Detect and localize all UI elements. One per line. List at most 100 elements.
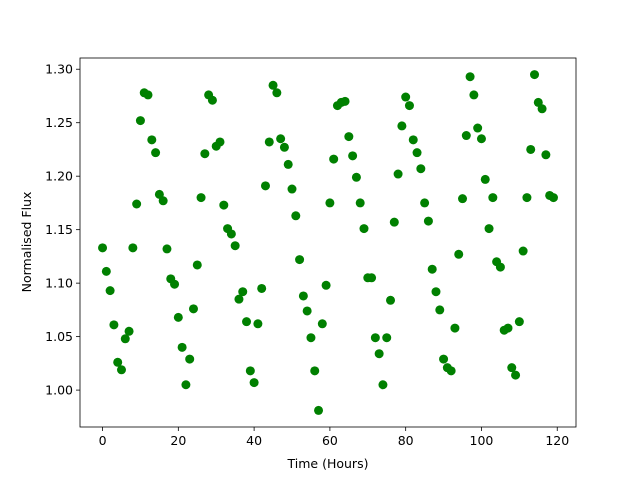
point [404, 101, 414, 111]
point [98, 243, 108, 253]
point [302, 306, 312, 316]
point [450, 323, 460, 333]
point [374, 349, 384, 359]
point [446, 366, 456, 376]
point [298, 291, 308, 301]
x-tick-label: 60 [322, 433, 338, 448]
point [386, 295, 396, 305]
point [416, 164, 426, 174]
point [230, 241, 240, 251]
point [188, 304, 198, 314]
point [522, 193, 532, 203]
point [351, 172, 361, 182]
point [427, 264, 437, 274]
y-tick-label: 1.25 [45, 115, 73, 130]
point [317, 319, 327, 329]
point [473, 123, 483, 133]
point [367, 273, 377, 283]
x-tick-label: 100 [470, 433, 494, 448]
point [177, 342, 187, 352]
y-tick-label: 1.10 [45, 276, 73, 291]
point [541, 150, 551, 160]
point [279, 142, 289, 152]
point [461, 131, 471, 141]
point [192, 260, 202, 270]
point [359, 224, 369, 234]
point [537, 104, 547, 114]
point [185, 354, 195, 364]
point [226, 229, 236, 239]
point [253, 319, 263, 329]
plot-frame [79, 57, 577, 428]
point [242, 317, 252, 327]
point [401, 92, 411, 102]
point [507, 363, 517, 373]
point [503, 323, 513, 333]
point [124, 326, 134, 336]
point [264, 137, 274, 147]
point [378, 380, 388, 390]
point [113, 357, 123, 367]
point [173, 312, 183, 322]
x-tick-label: 0 [99, 433, 107, 448]
point [370, 333, 380, 343]
point [105, 286, 115, 296]
point [257, 283, 267, 293]
x-tick-label: 20 [170, 433, 186, 448]
y-tick-label: 1.20 [45, 169, 73, 184]
point [151, 148, 161, 158]
point [245, 366, 255, 376]
point [101, 266, 111, 276]
point [287, 184, 297, 194]
x-tick-label: 120 [545, 433, 569, 448]
point [488, 193, 498, 203]
point [283, 159, 293, 169]
point [514, 317, 524, 327]
point [116, 365, 126, 375]
point [181, 380, 191, 390]
point [344, 132, 354, 142]
point [272, 88, 282, 98]
point [295, 255, 305, 265]
point [170, 279, 180, 289]
point [435, 305, 445, 315]
point [393, 169, 403, 179]
point [530, 70, 540, 80]
point [495, 262, 505, 272]
point [234, 294, 244, 304]
point [423, 216, 433, 226]
point [484, 224, 494, 234]
point [511, 370, 521, 380]
point [518, 246, 528, 256]
y-tick-label: 1.00 [45, 383, 73, 398]
point [420, 198, 430, 208]
point [143, 90, 153, 100]
point [325, 198, 335, 208]
x-tick-label: 40 [246, 433, 262, 448]
point [397, 121, 407, 131]
point [480, 174, 490, 184]
point [465, 72, 475, 82]
point [215, 137, 225, 147]
x-tick-label: 80 [398, 433, 414, 448]
point [196, 193, 206, 203]
point [314, 405, 324, 415]
point [291, 211, 301, 221]
point [162, 244, 172, 254]
x-axis-label: Time (Hours) [287, 456, 369, 471]
point [128, 243, 138, 253]
point [268, 80, 278, 90]
point [340, 96, 350, 106]
point [207, 95, 217, 105]
point [249, 378, 259, 388]
point [454, 249, 464, 259]
y-tick-label: 1.30 [45, 62, 73, 77]
point [431, 287, 441, 297]
point [355, 198, 365, 208]
point [548, 193, 558, 203]
point [260, 181, 270, 191]
point [276, 134, 286, 144]
point [526, 144, 536, 154]
